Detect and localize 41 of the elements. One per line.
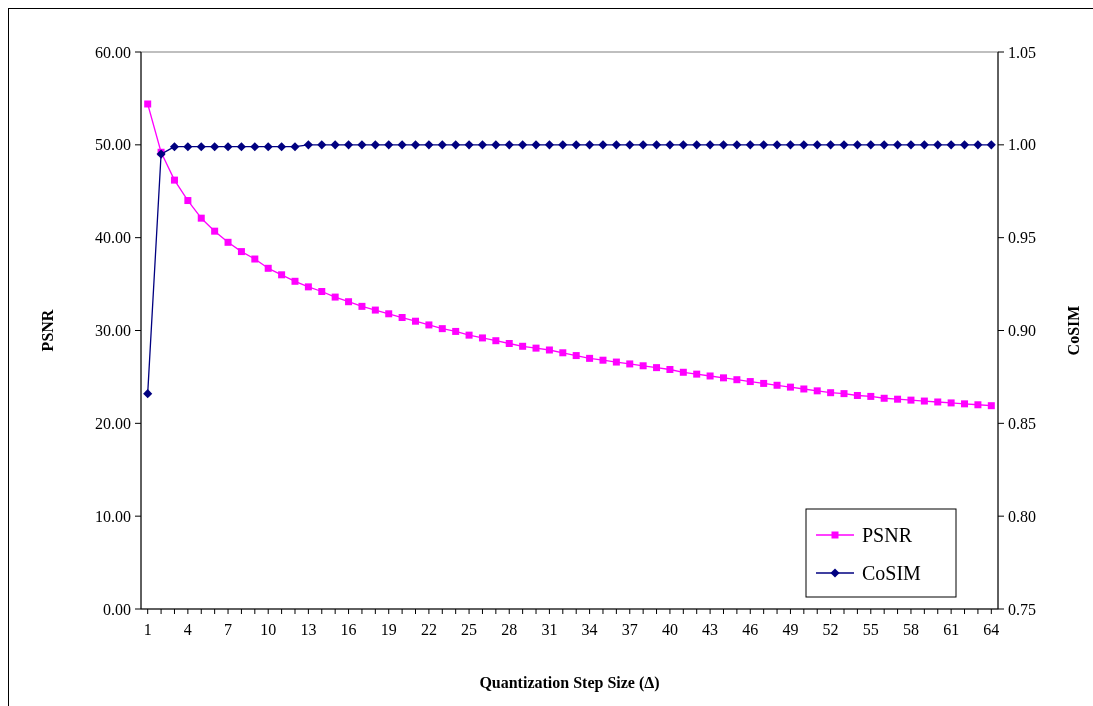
y2-tick-label: 1.05 (1008, 43, 1036, 61)
x-tick-label: 40 (661, 621, 678, 638)
y-tick-label: 60.00 (95, 43, 131, 61)
y-tick-label: 30.00 (95, 322, 131, 340)
y-tick-label: 50.00 (95, 136, 131, 154)
x-tick-label: 4 (183, 621, 192, 638)
legend-label: PSNR (862, 524, 913, 546)
x-tick-label: 61 (943, 621, 960, 638)
x-tick-label: 16 (340, 621, 357, 638)
y2-tick-label: 0.80 (1008, 507, 1036, 525)
x-tick-label: 28 (501, 621, 518, 638)
y-tick-label: 10.00 (95, 507, 131, 525)
x-tick-label: 31 (541, 621, 558, 638)
x-tick-label: 43 (702, 621, 719, 638)
x-tick-label: 55 (862, 621, 879, 638)
x-tick-label: 13 (300, 621, 317, 638)
y2-axis-title: CoSIM (1065, 305, 1082, 356)
y-tick-label: 0.00 (103, 600, 131, 618)
x-tick-label: 19 (380, 621, 397, 638)
x-tick-label: 52 (822, 621, 839, 638)
y-tick-label: 20.00 (95, 414, 131, 432)
x-tick-label: 49 (782, 621, 799, 638)
legend-label: CoSIM (862, 562, 922, 584)
x-tick-label: 22 (420, 621, 437, 638)
x-tick-label: 64 (983, 621, 1000, 638)
x-tick-label: 46 (742, 621, 759, 638)
x-tick-label: 58 (902, 621, 919, 638)
x-tick-label: 10 (260, 621, 277, 638)
x-tick-label: 34 (581, 621, 598, 638)
y-axis-title: PSNR (39, 309, 56, 352)
y2-tick-label: 0.90 (1008, 322, 1036, 340)
y2-tick-label: 1.00 (1008, 136, 1036, 154)
x-tick-label: 37 (621, 621, 638, 638)
x-tick-label: 25 (461, 621, 478, 638)
x-tick-label: 7 (224, 621, 233, 638)
y2-tick-label: 0.85 (1008, 414, 1036, 432)
y-tick-label: 40.00 (95, 229, 131, 247)
y2-tick-label: 0.95 (1008, 229, 1036, 247)
x-axis-title: Quantization Step Size (Δ) (479, 674, 660, 692)
x-tick-label: 1 (143, 621, 152, 638)
y2-tick-label: 0.75 (1008, 600, 1036, 618)
